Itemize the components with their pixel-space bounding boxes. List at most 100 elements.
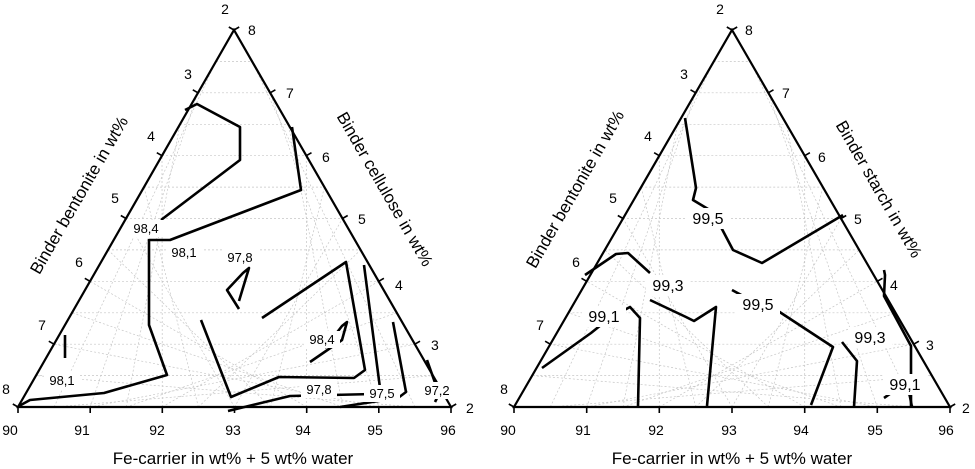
right-tick-label: 3	[431, 337, 439, 353]
bottom-tick-labels: 90 91 92 93 94 95 96	[500, 422, 954, 438]
tick-mark	[305, 152, 312, 157]
contour-label: 99,3	[854, 330, 885, 347]
grid-line	[550, 343, 878, 408]
bottom-tick-label: 96	[938, 422, 954, 438]
grid-line	[89, 280, 307, 408]
left-tick-label: 5	[111, 190, 119, 206]
left-tick-label: 8	[500, 381, 508, 397]
grid-line	[604, 249, 769, 408]
right-tick-label: 2	[466, 400, 474, 416]
right-tick-label: 3	[926, 337, 934, 353]
grid-line	[270, 187, 325, 408]
grid-line	[586, 343, 914, 408]
bottom-tick-label: 90	[2, 422, 18, 438]
left-tick-label: 6	[572, 254, 580, 270]
right-tick-label: 5	[358, 211, 366, 227]
contour-line-99-3-left	[584, 251, 651, 277]
ternary-grid	[35, 61, 433, 408]
tick-mark	[269, 89, 276, 94]
bottom-axis-title: Fe-carrier in wt% + 5 wt% water	[612, 449, 853, 468]
tick-mark	[84, 277, 91, 282]
tick-mark	[617, 214, 624, 220]
bottom-tick-label: 96	[440, 422, 456, 438]
tick-mark	[731, 26, 738, 31]
grid-line	[54, 375, 433, 408]
contour-label: 99,3	[652, 278, 683, 295]
contour-line-98-4-upper	[160, 102, 242, 222]
tick-mark	[192, 89, 199, 94]
contour-label: 97,5	[369, 386, 394, 401]
contour-label: 99,1	[588, 309, 619, 326]
right-tick-label: 7	[286, 85, 294, 101]
grid-line	[568, 312, 842, 408]
tick-marks	[12, 26, 457, 413]
grid-line	[695, 249, 860, 408]
contour-lines	[18, 102, 441, 413]
tick-mark	[653, 152, 660, 157]
left-tick-label: 5	[609, 190, 617, 206]
tick-mark	[581, 277, 588, 282]
tick-mark	[156, 152, 163, 157]
left-tick-labels: 2 3 4 5 6 7 8	[2, 1, 229, 397]
left-tick-label: 2	[716, 1, 724, 17]
bottom-tick-label: 91	[74, 422, 90, 438]
tick-mark	[726, 26, 733, 31]
tick-mark	[913, 340, 920, 345]
right-axis-title: Binder cellulose in wt%	[333, 109, 437, 270]
contour-label: 98,4	[309, 332, 334, 347]
left-tick-label: 3	[680, 66, 688, 82]
tick-mark	[508, 403, 515, 408]
right-axis-title: Binder starch in wt%	[832, 117, 926, 261]
left-tick-labels: 2 3 4 5 6 7 8	[500, 1, 724, 397]
tick-mark	[120, 214, 127, 220]
contour-label: 99,1	[889, 377, 920, 394]
tick-mark	[949, 403, 956, 408]
grid-line	[269, 92, 380, 408]
right-tick-label: 4	[395, 277, 403, 293]
bottom-axis-title: Fe-carrier in wt% + 5 wt% water	[113, 449, 354, 468]
tick-mark	[544, 340, 551, 345]
contour-line-99-3-lower-right	[840, 341, 859, 408]
contour-line-99-3-right	[882, 269, 913, 408]
contour-label: 98,1	[171, 245, 196, 260]
grid-line	[234, 218, 343, 408]
contour-label: 99,5	[742, 297, 773, 314]
right-tick-label: 7	[782, 85, 790, 101]
left-tick-label: 8	[2, 381, 10, 397]
tick-mark	[450, 403, 457, 408]
right-tick-label: 8	[745, 22, 753, 38]
contour-line-97-8-small	[225, 266, 251, 310]
bottom-tick-label: 94	[295, 422, 311, 438]
contour-line-99-5-upper	[683, 117, 844, 265]
right-tick-label: 8	[248, 22, 256, 38]
ternary-chart-starch: 90 91 92 93 94 95 96 2 3 4 5 6 7 8 2 3 4…	[500, 1, 970, 468]
contour-line-98-1-lower	[199, 260, 367, 399]
grid-line	[749, 61, 915, 408]
grid-line	[53, 343, 379, 408]
bottom-tick-label: 95	[867, 422, 883, 438]
tick-mark	[804, 152, 811, 157]
tick-mark	[12, 403, 19, 408]
ternary-grid	[532, 61, 932, 408]
right-tick-label: 5	[854, 211, 862, 227]
tick-marks	[508, 26, 956, 413]
contour-line-98-1-large	[18, 126, 303, 408]
contour-labels: 98,4 98,1 97,8 98,4 98,1 97,8 97,5 97,2	[44, 220, 455, 402]
right-tick-labels: 2 3 4 5 6 7 8	[745, 22, 970, 416]
grid-line	[125, 124, 181, 408]
tick-mark	[378, 277, 385, 282]
contour-line-99-3-mid	[649, 298, 718, 407]
grid-line	[89, 92, 199, 408]
tick-mark	[342, 214, 349, 220]
contour-label: 98,1	[49, 373, 74, 388]
contour-label: 97,2	[424, 383, 449, 398]
tick-mark	[48, 340, 55, 345]
left-tick-label: 3	[184, 66, 192, 82]
right-tick-labels: 2 3 4 5 6 7 8	[248, 22, 474, 416]
grid-line	[586, 280, 805, 408]
left-tick-label: 7	[38, 317, 46, 333]
tick-mark	[414, 340, 421, 345]
tick-mark	[690, 89, 697, 94]
contour-label: 98,4	[133, 221, 158, 236]
contour-label: 99,5	[692, 211, 723, 228]
